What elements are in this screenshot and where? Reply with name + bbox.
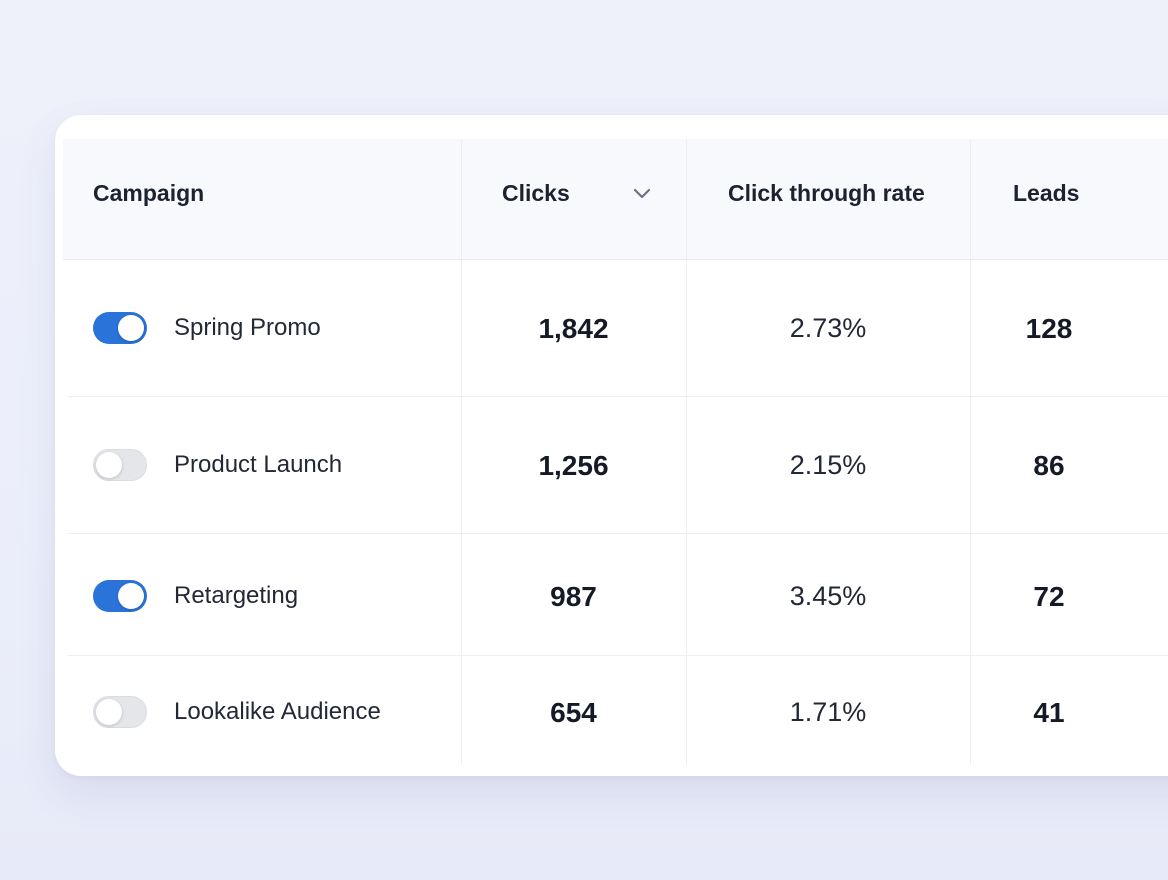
leads-value: 86 [1033, 450, 1065, 481]
toggle-knob [118, 315, 144, 341]
ctr-value: 2.15% [789, 450, 867, 480]
toggle-knob [118, 583, 144, 609]
clicks-value: 1,842 [538, 313, 609, 344]
column-header-clicks[interactable]: Clicks [502, 180, 570, 206]
clicks-value: 654 [550, 697, 597, 728]
table-header [63, 139, 1168, 260]
column-divider [970, 139, 971, 764]
toggle-knob [96, 452, 122, 478]
row-divider [68, 396, 1168, 397]
row-divider [68, 533, 1168, 534]
campaign-status-toggle[interactable] [93, 312, 147, 344]
campaign-table-card: Campaign Clicks Click through rate Leads… [55, 115, 1168, 776]
chevron-down-icon[interactable] [632, 187, 652, 201]
ctr-value: 1.71% [789, 697, 867, 727]
ctr-value: 3.45% [789, 581, 867, 611]
clicks-value: 987 [550, 581, 597, 612]
leads-value: 128 [1025, 313, 1073, 344]
campaign-status-toggle[interactable] [93, 580, 147, 612]
column-divider [461, 139, 462, 764]
campaign-status-toggle[interactable] [93, 696, 147, 728]
column-header-ctr[interactable]: Click through rate [728, 180, 925, 206]
column-header-campaign[interactable]: Campaign [93, 180, 205, 206]
clicks-value: 1,256 [538, 450, 609, 481]
column-header-leads[interactable]: Leads [1013, 180, 1080, 206]
campaign-name: Retargeting [174, 582, 299, 609]
campaign-name: Spring Promo [174, 314, 321, 341]
leads-value: 72 [1033, 581, 1065, 612]
campaign-status-toggle[interactable] [93, 449, 147, 481]
ctr-value: 2.73% [789, 313, 867, 343]
leads-value: 41 [1033, 697, 1065, 728]
row-divider [68, 655, 1168, 656]
column-divider [686, 139, 687, 764]
campaign-name: Lookalike Audience [174, 698, 381, 725]
toggle-knob [96, 699, 122, 725]
campaign-name: Product Launch [174, 451, 343, 478]
